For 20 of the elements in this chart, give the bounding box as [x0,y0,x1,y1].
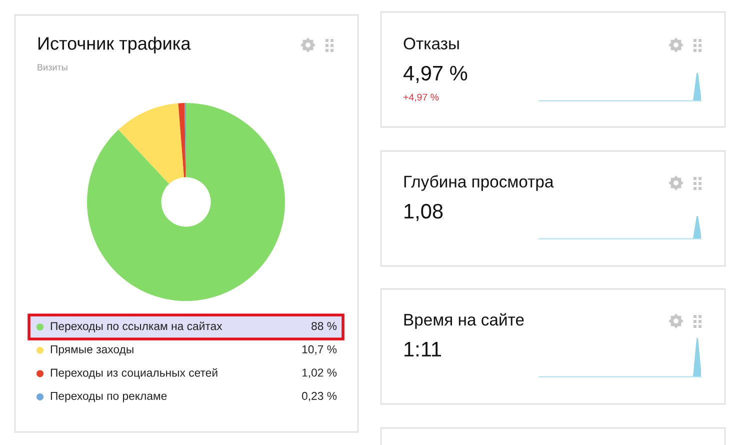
donut-slice [118,103,184,184]
legend-label: Переходы из социальных сетей [50,368,218,380]
legend-label: Переходы по ссылкам на сайтах [50,322,222,332]
data-label: 1,02 % [302,368,337,378]
chart-title: Время на сайте [404,313,524,329]
text: 4,97 % [403,66,468,84]
chart-title: Источник трафика [38,36,191,54]
text: 1,08 [404,204,443,222]
legend-label: Прямые заходы [50,345,134,356]
chart-subtitle: Визиты [38,64,68,70]
data-label: 0,23 % [302,392,337,402]
legend-label: Переходы по рекламе [50,392,167,402]
text: 1:11 [404,342,441,356]
data-label: 88 % [312,322,337,330]
text: +4,97 % [403,94,439,102]
chart-title: Глубина просмотра [404,175,554,191]
chart-title: Отказы [404,38,459,50]
donut-slice [178,103,186,178]
data-label: 10,7 % [302,345,337,355]
donut-slice [87,103,285,301]
